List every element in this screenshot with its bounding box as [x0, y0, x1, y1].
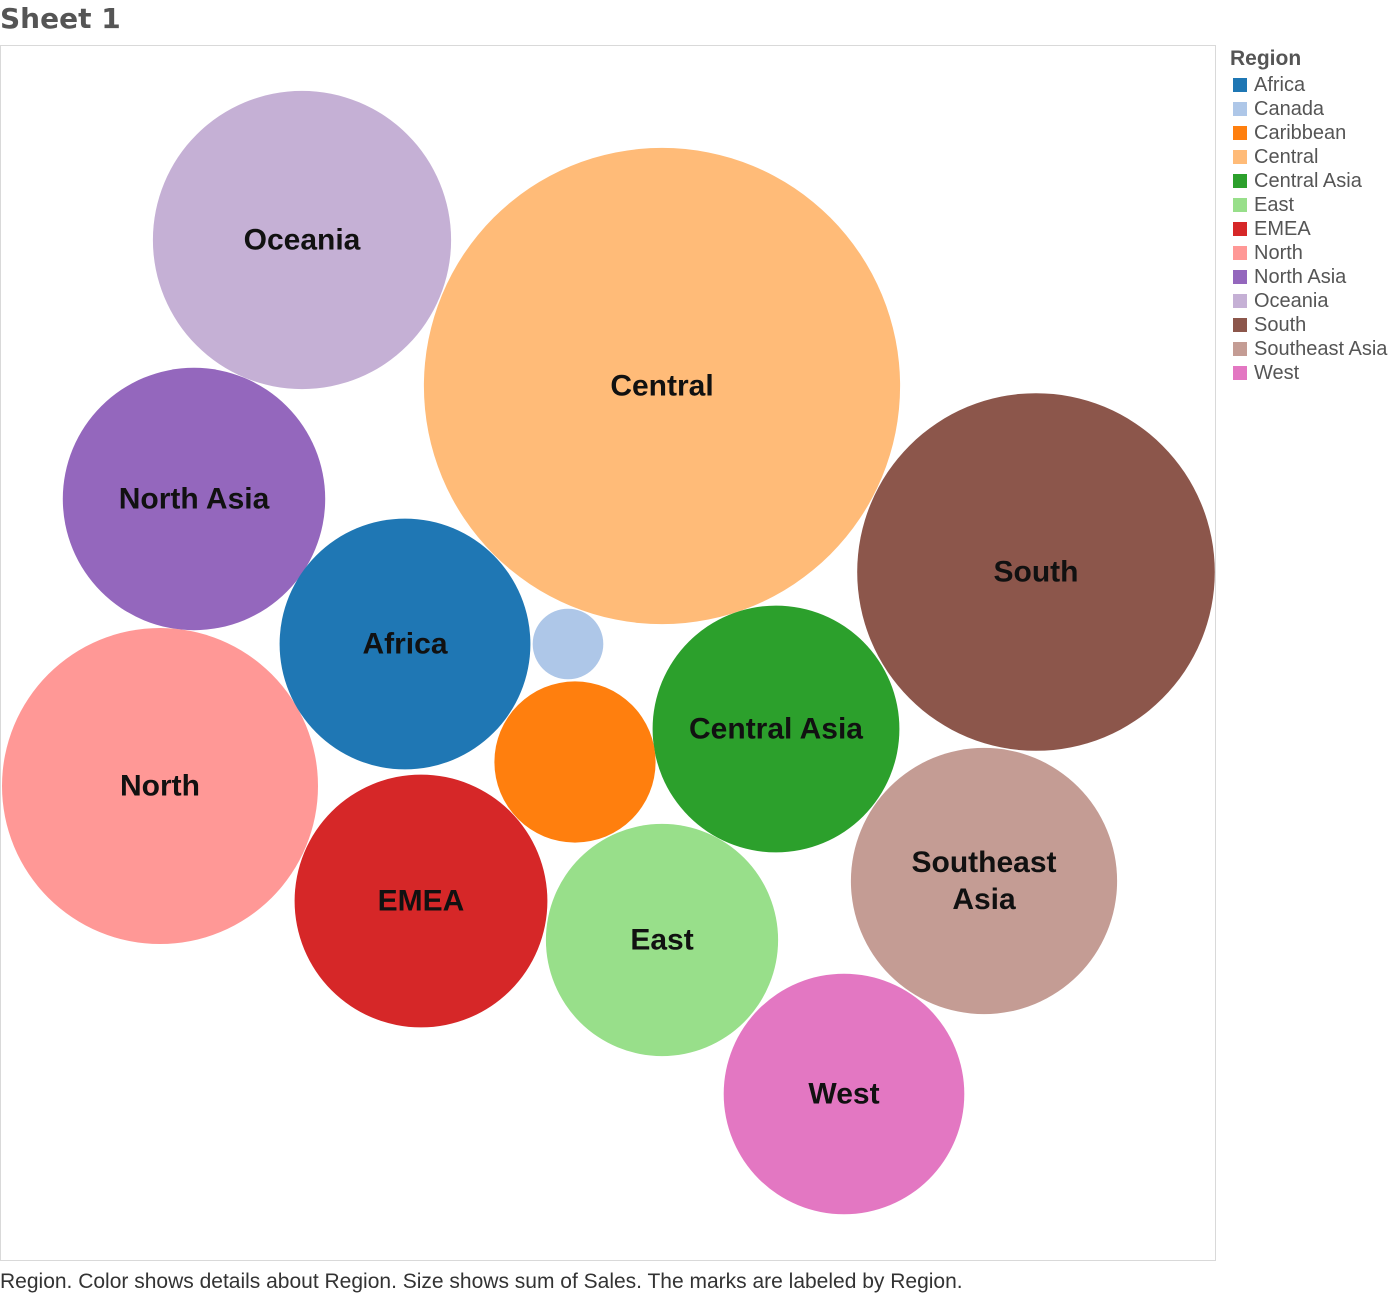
bubble-south[interactable]: [857, 393, 1215, 751]
bubble-label-central: Central: [610, 370, 713, 403]
bubble-label-emea: EMEA: [378, 885, 465, 918]
legend-item-north-asia[interactable]: North Asia: [1230, 265, 1387, 289]
bubble-label-north: North: [120, 770, 200, 803]
legend-swatch: [1233, 150, 1247, 164]
bubble-label-west: West: [808, 1078, 879, 1111]
legend-label: East: [1254, 193, 1295, 216]
bubble-chart: Central South North Oceania Southeast Asia Nor…: [2, 90, 1215, 1215]
legend-item-canada[interactable]: Canada: [1230, 97, 1387, 121]
bubble-label-southeast-asia: Southeast: [911, 846, 1056, 879]
legend-swatch: [1233, 366, 1247, 380]
legend-item-east[interactable]: East: [1230, 193, 1387, 217]
legend-label: Central: [1254, 145, 1319, 168]
bubble-emea[interactable]: [294, 774, 548, 1028]
legend-item-africa[interactable]: Africa: [1230, 73, 1387, 97]
legend-swatch: [1233, 294, 1247, 308]
legend-label: EMEA: [1254, 217, 1311, 240]
bubble-canada[interactable]: [532, 608, 604, 680]
legend-item-emea[interactable]: EMEA: [1230, 217, 1387, 241]
bubble-oceania[interactable]: [152, 90, 452, 390]
bubble-africa[interactable]: [279, 518, 531, 770]
bubble-east[interactable]: [545, 823, 779, 1057]
bubble-southeast-asia[interactable]: [850, 747, 1118, 1015]
legend-swatch: [1233, 126, 1247, 140]
legend-label: Southeast Asia: [1254, 337, 1388, 360]
sheet-title: Sheet 1: [0, 2, 121, 35]
legend: Region Africa Canada Caribbean Central Centr…: [1230, 47, 1387, 385]
legend-item-southeast-asia[interactable]: Southeast Asia: [1230, 337, 1387, 361]
bubble-central-asia[interactable]: [652, 605, 900, 853]
legend-item-caribbean[interactable]: Caribbean: [1230, 121, 1387, 145]
legend-swatch: [1233, 270, 1247, 284]
bubble-label-africa: Africa: [362, 628, 447, 661]
legend-items: Africa Canada Caribbean Central Central Asia…: [1230, 73, 1387, 385]
bubble-label-south: South: [994, 556, 1079, 589]
bubble-central[interactable]: [423, 147, 901, 625]
legend-label: North Asia: [1254, 265, 1347, 288]
legend-item-central-asia[interactable]: Central Asia: [1230, 169, 1387, 193]
legend-swatch: [1233, 198, 1247, 212]
bubble-label-southeast-asia: Asia: [952, 883, 1016, 916]
legend-label: Central Asia: [1254, 169, 1362, 192]
legend-title: Region: [1230, 47, 1302, 70]
legend-swatch: [1233, 222, 1247, 236]
bubble-north-asia[interactable]: [62, 367, 326, 631]
legend-swatch: [1233, 342, 1247, 356]
legend-swatch: [1233, 78, 1247, 92]
bubble-label-central-asia: Central Asia: [689, 713, 863, 746]
legend-label: Caribbean: [1254, 121, 1347, 144]
legend-label: West: [1254, 361, 1300, 384]
bubble-label-north-asia: North Asia: [119, 483, 270, 516]
legend-label: Oceania: [1254, 289, 1329, 312]
bubble-label-east: East: [630, 924, 693, 957]
chart-caption: Region. Color shows details about Region…: [0, 1270, 963, 1293]
legend-swatch: [1233, 102, 1247, 116]
legend-item-oceania[interactable]: Oceania: [1230, 289, 1387, 313]
bubble-label-oceania: Oceania: [244, 224, 361, 257]
legend-swatch: [1233, 174, 1247, 188]
bubble-west[interactable]: [723, 973, 965, 1215]
legend-item-south[interactable]: South: [1230, 313, 1387, 337]
legend-label: North: [1254, 241, 1303, 264]
legend-label: Canada: [1254, 97, 1325, 120]
legend-item-west[interactable]: West: [1230, 361, 1387, 385]
legend-item-central[interactable]: Central: [1230, 145, 1387, 169]
plot-area: [0, 45, 1216, 1261]
bubble-caribbean[interactable]: [494, 681, 656, 843]
legend-label: Africa: [1254, 73, 1306, 96]
legend-label: South: [1254, 313, 1307, 336]
legend-swatch: [1233, 318, 1247, 332]
legend-item-north[interactable]: North: [1230, 241, 1387, 265]
bubble-north[interactable]: [2, 628, 318, 944]
legend-swatch: [1233, 246, 1247, 260]
